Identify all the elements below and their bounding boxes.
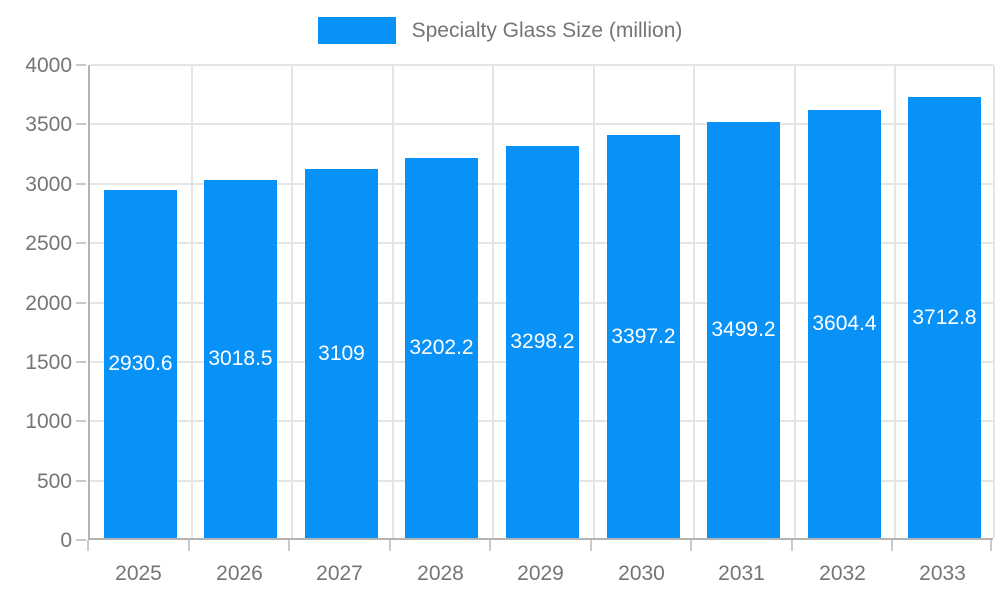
x-axis-tick [891, 540, 894, 551]
x-axis-label-2025: 2025 [115, 562, 162, 585]
y-axis-label: 1500 [25, 350, 72, 374]
legend-swatch-icon [317, 17, 396, 44]
v-gridline [793, 65, 796, 538]
x-axis-label-2028: 2028 [417, 562, 464, 585]
x-axis-label-2026: 2026 [216, 562, 263, 585]
y-axis-tick [76, 64, 86, 66]
x-axis-tick [288, 540, 291, 551]
y-axis-label: 0 [60, 529, 72, 552]
y-axis-tick [76, 242, 86, 245]
bar-value-label: 3109 [318, 341, 365, 365]
legend-label: Specialty Glass Size (million) [411, 19, 683, 42]
y-axis-tick [76, 301, 86, 304]
bar-2025[interactable]: 2930.6 [104, 190, 177, 538]
y-axis-tick [76, 360, 86, 363]
bar-2026[interactable]: 3018.5 [204, 180, 277, 538]
x-axis-label-2033: 2033 [919, 562, 966, 585]
bar-value-label: 3604.4 [812, 312, 877, 335]
v-gridline [190, 65, 193, 538]
bar-2033[interactable]: 3712.8 [908, 97, 981, 538]
y-axis-label: 500 [36, 469, 72, 493]
y-axis-label: 3000 [25, 172, 72, 196]
bar-2027[interactable]: 3109 [305, 169, 378, 538]
bar-2030[interactable]: 3397.2 [607, 135, 680, 538]
x-axis-label-2032: 2032 [819, 562, 866, 585]
bar-2029[interactable]: 3298.2 [506, 146, 579, 538]
x-axis-tick [790, 540, 793, 551]
x-axis-tick [388, 540, 391, 551]
bar-value-label: 3712.8 [912, 305, 977, 329]
bar-2028[interactable]: 3202.2 [405, 158, 478, 538]
x-axis-label-2031: 2031 [718, 562, 765, 585]
v-gridline [894, 65, 897, 538]
y-axis-label: 2000 [25, 291, 72, 315]
bar-value-label: 3018.5 [208, 347, 273, 370]
bar-value-label: 2930.6 [108, 352, 173, 375]
y-axis-tick [76, 539, 86, 541]
x-axis-tick [589, 540, 592, 551]
y-axis-label: 4000 [25, 54, 72, 77]
y-axis-label: 3500 [25, 113, 72, 137]
y-axis-label: 1000 [25, 410, 72, 434]
v-gridline [993, 65, 995, 538]
x-axis-label-2029: 2029 [517, 562, 564, 585]
v-gridline [391, 65, 394, 538]
y-axis-tick [76, 182, 86, 185]
x-axis-tick [990, 540, 992, 551]
bar-2032[interactable]: 3604.4 [808, 110, 881, 538]
plot-area: 2930.6 3018.5 3109 3202.2 3298.2 3397.2 3499.2… [88, 64, 995, 540]
x-axis-label-2027: 2027 [316, 562, 363, 585]
bar-2031[interactable]: 3499.2 [707, 122, 780, 538]
v-gridline [291, 65, 294, 538]
x-axis-label-2030: 2030 [618, 562, 665, 585]
x-axis-tick [690, 540, 693, 551]
y-axis-label: 2500 [25, 232, 72, 256]
y-axis-tick [76, 420, 86, 423]
y-axis-tick [76, 479, 86, 482]
x-axis-tick [87, 540, 89, 551]
legend[interactable]: Specialty Glass Size (million) [0, 17, 1000, 44]
bar-value-label: 3499.2 [711, 318, 776, 341]
x-axis-tick [187, 540, 190, 551]
bar-value-label: 3397.2 [611, 324, 676, 348]
h-gridline [90, 64, 993, 66]
y-axis-tick [76, 123, 86, 126]
v-gridline [592, 65, 595, 538]
h-gridline [90, 123, 993, 126]
v-gridline [693, 65, 696, 538]
bar-value-label: 3202.2 [409, 336, 474, 359]
x-axis-tick [489, 540, 492, 551]
v-gridline [492, 65, 495, 538]
bar-value-label: 3298.2 [510, 330, 575, 353]
